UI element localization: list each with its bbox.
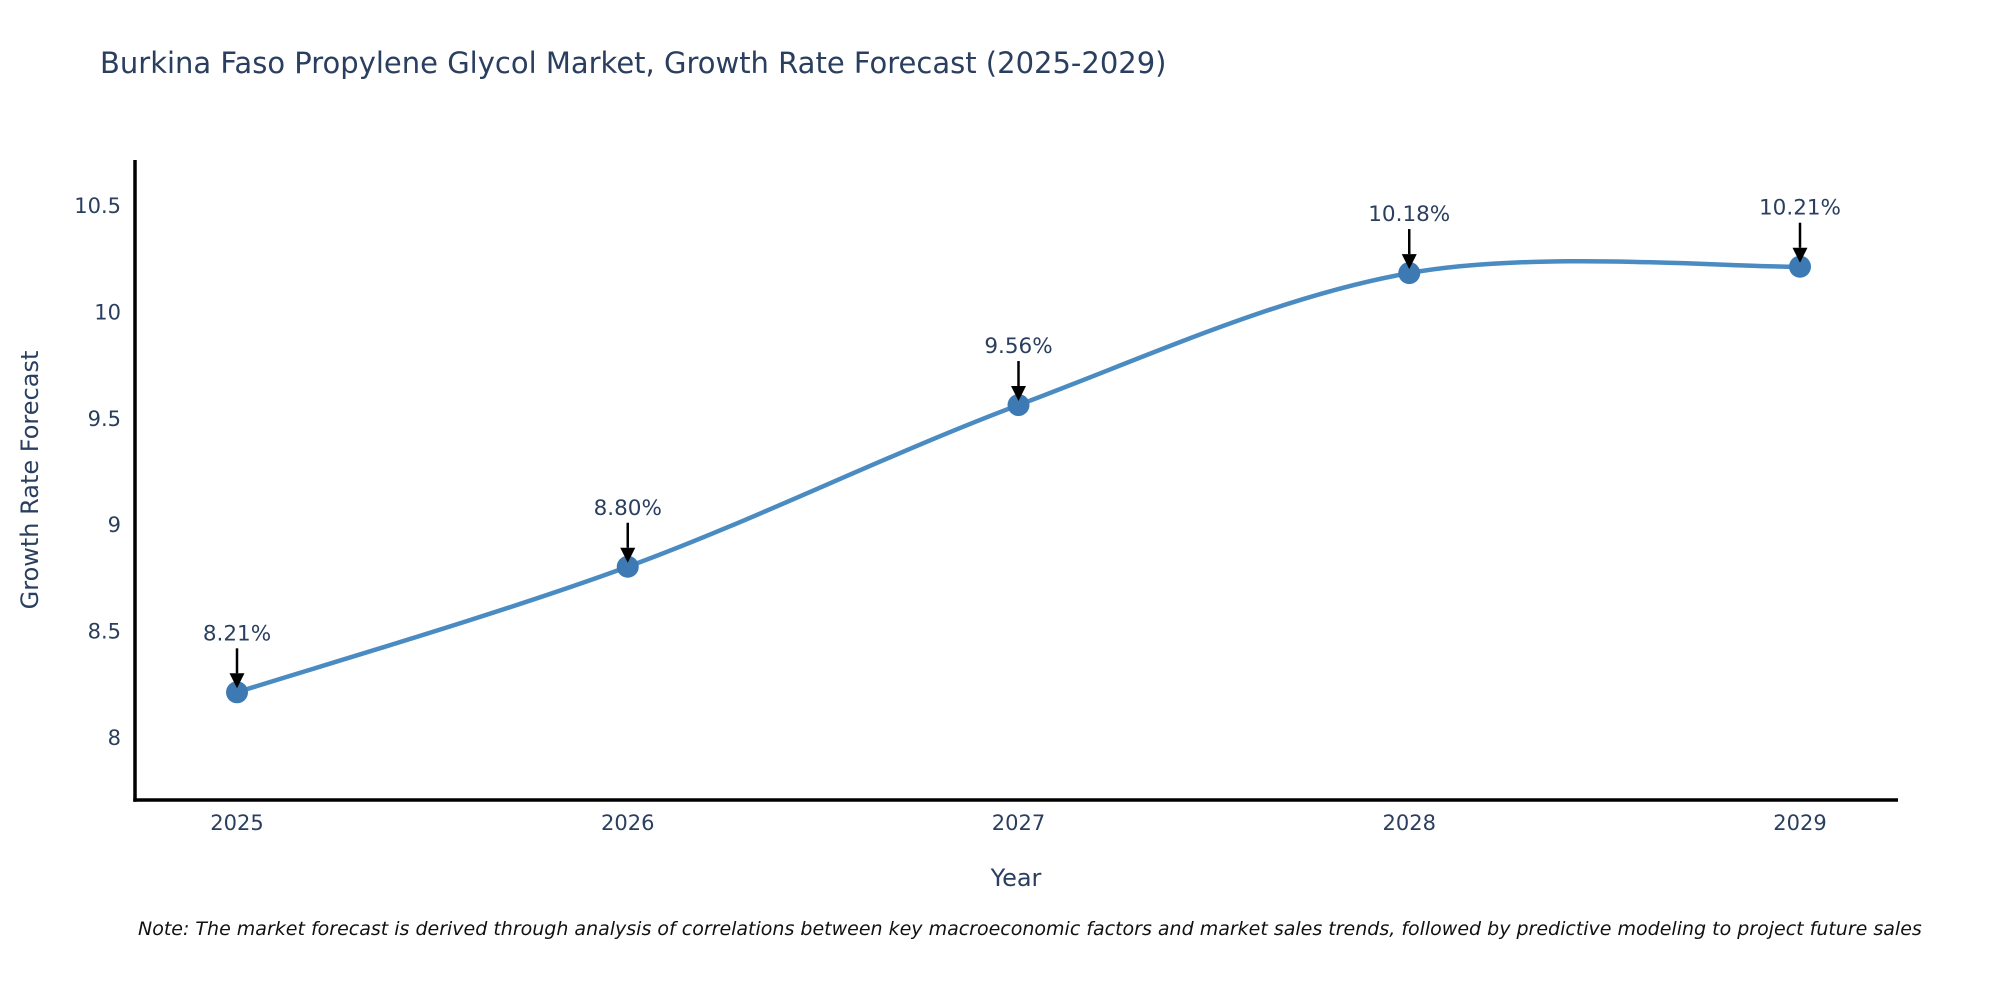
annotation-arrow-head	[1011, 386, 1026, 402]
annotation-arrow-head	[1792, 247, 1808, 263]
data-point-marker[interactable]	[1398, 262, 1421, 285]
data-point-marker[interactable]	[1789, 255, 1811, 278]
annotation-arrow-head	[620, 547, 636, 563]
x-tick-label: 2025	[210, 811, 263, 835]
y-tick-label: 9.5	[88, 407, 121, 431]
x-tick-label: 2027	[992, 811, 1045, 835]
data-point-marker[interactable]	[1007, 394, 1030, 417]
x-axis-title: Year	[990, 864, 1042, 892]
annotation-label: 9.56%	[984, 334, 1052, 359]
annotation-label: 10.21%	[1759, 196, 1841, 221]
annotation-label: 10.18%	[1368, 202, 1450, 227]
data-point-marker[interactable]	[226, 681, 248, 704]
footnote: Note: The market forecast is derived thr…	[138, 918, 1922, 940]
y-tick-label: 9	[108, 513, 121, 537]
annotation-arrow-head	[1401, 254, 1417, 270]
annotation-arrow-head	[229, 673, 245, 689]
y-axis-title: Growth Rate Forecast	[16, 350, 44, 610]
annotation-label: 8.80%	[594, 496, 662, 521]
x-tick-label: 2029	[1773, 811, 1826, 835]
page-title: Burkina Faso Propylene Glycol Market, Gr…	[100, 46, 1167, 80]
y-tick-label: 10	[94, 300, 121, 324]
growth-rate-series-line	[234, 258, 1803, 695]
y-tick-label: 8	[108, 726, 121, 750]
data-point-marker[interactable]	[616, 555, 639, 578]
y-tick-label: 8.5	[88, 620, 121, 644]
x-tick-label: 2026	[601, 811, 654, 835]
annotation-label: 8.21%	[203, 621, 271, 646]
y-tick-label: 10.5	[74, 194, 121, 218]
x-tick-label: 2028	[1383, 811, 1436, 835]
